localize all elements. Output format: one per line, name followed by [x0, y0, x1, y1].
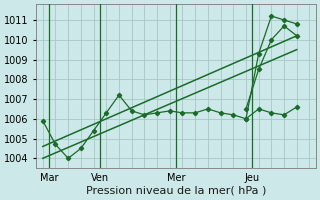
X-axis label: Pression niveau de la mer( hPa ): Pression niveau de la mer( hPa ): [86, 186, 266, 196]
